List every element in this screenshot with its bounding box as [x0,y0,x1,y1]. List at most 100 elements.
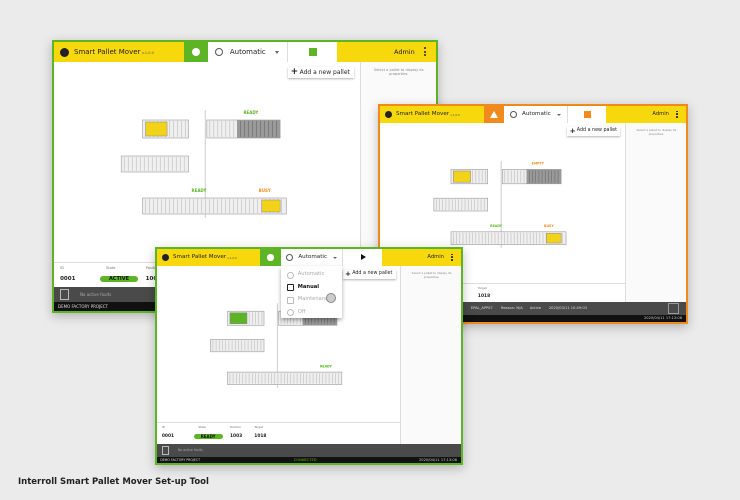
menu-dot [451,256,453,258]
connection-state: CONNECTED [293,458,317,462]
app-window: Smart Pallet Mover v.1.0.0 Automatic Admin S… [378,104,688,324]
fault-text: No active faults [80,292,112,297]
status-indicator [183,42,208,62]
run-control[interactable] [342,249,382,266]
table-header: ID [60,266,64,270]
side-panel: Select a pallet to display its propertie… [624,123,686,302]
app-title: Smart Pallet Mover [74,48,141,56]
mode-menu-item[interactable]: Manual [281,281,343,293]
pallet [229,312,248,324]
mode-label: Automatic [229,48,266,56]
menu-item-label: Manual [297,283,320,290]
caret [557,113,562,116]
conveyor [526,169,562,185]
table-header: State [198,425,206,430]
pallet [145,121,168,137]
logo [384,110,392,119]
table-header: State [105,266,116,270]
mode-menu-item[interactable]: Off [281,306,343,318]
add-label: Add a new pallet [352,271,393,276]
run-control[interactable] [287,42,337,62]
menu-dot [424,50,426,53]
menu-item-icon [286,284,294,291]
table-header: ID [161,425,165,430]
mode-selector[interactable]: Automatic [207,42,287,62]
status-indicator [484,106,505,123]
pallet [453,170,471,183]
table-header: Target [477,286,487,291]
table-cell: 1003 [229,434,243,439]
plus-icon: + [569,126,576,135]
conveyor [210,339,265,353]
menu-item-icon [286,271,294,279]
menu-item-label: Off [297,308,306,315]
bottom-bar: DEMO FACTORY PROJECT CONNECTED 2020/04/11 … [157,457,461,463]
conveyor-label: READY [490,224,503,228]
side-hint: Select a pallet to display its propertie… [411,270,452,279]
mode-label: Automatic [522,111,551,117]
mode-selector[interactable]: Automatic [280,249,343,266]
conveyor [433,197,489,212]
conveyor [450,231,567,245]
fault-icon [60,289,69,300]
mode-menu-item[interactable]: Maintenance [281,293,343,305]
settings-button[interactable] [668,303,679,314]
caption: Interroll Smart Pallet Mover Set-up Tool [18,477,209,487]
stop-icon [584,111,591,118]
status-icon [191,48,200,56]
table-header: Target [254,425,264,430]
mode-selector[interactable]: Automatic [504,106,567,123]
conveyor [120,155,189,173]
run-control[interactable] [566,106,607,123]
user-name[interactable]: Admin [652,111,669,117]
table-cell: 1018 [254,434,267,439]
menu-dot [451,259,453,261]
logo [60,47,69,57]
side-panel: Select a pallet to display its propertie… [400,266,461,444]
caret [275,51,279,54]
side-hint: Select a pallet to display its propertie… [373,68,424,76]
table-cell: 1018 [477,293,491,299]
pallet-table: ID 0001 State READY Position 1003 Target 1018 [157,422,401,444]
conveyor-label: BUSY [259,188,271,193]
table-cell: 1003 [145,275,161,282]
side-hint: Select a pallet to display its propertie… [636,127,677,136]
add-pallet-button[interactable]: Add a new pallet + [342,269,396,279]
fault-icon [161,445,169,456]
add-pallet-button[interactable]: Add a new pallet + [287,67,354,78]
conveyor [237,119,281,139]
project-name: DEMO FACTORY PROJECT [160,458,201,462]
add-label: Add a new pallet [299,69,350,76]
pallet-table: Target 1018 [380,283,625,302]
add-label: Add a new pallet [576,128,617,133]
user-name[interactable]: Admin [427,254,444,260]
menu-dot [676,110,678,113]
menu-dot [676,116,678,118]
conveyor [142,197,287,215]
add-pallet-button[interactable]: Add a new pallet + [567,126,621,136]
mode-menu-item[interactable]: Automatic [281,268,343,280]
layout-canvas: READY READY BUSY [120,110,287,218]
table-cell: 0001 [161,434,175,439]
status-icon [490,110,499,118]
menu-item-icon [286,296,294,304]
table-cell: ACTIVE [99,275,139,282]
menu-dot [451,253,453,256]
app-title: Smart Pallet Mover [173,254,227,260]
table-cell: READY [193,434,223,439]
header-bar: Smart Pallet Mover v.1.0.0 Automatic Admin [157,249,461,266]
header-bar: Smart Pallet Mover v.1.0.0 Automatic Admin [54,42,436,62]
status-field: 2020/03/11 10:49:03 [548,306,587,310]
status-field: Active [529,306,542,310]
conveyor-label: BUSY [544,224,554,228]
app-title: Smart Pallet Mover [396,111,450,117]
timestamp: 2020/04/11 17:13:06 [419,458,457,462]
conveyor [227,371,343,385]
menu-dot [676,113,678,115]
user-name[interactable]: Admin [394,48,415,56]
fault-bar: No active faults [157,444,461,457]
mode-icon [286,254,294,262]
version: v.1.0.0 [227,255,237,260]
